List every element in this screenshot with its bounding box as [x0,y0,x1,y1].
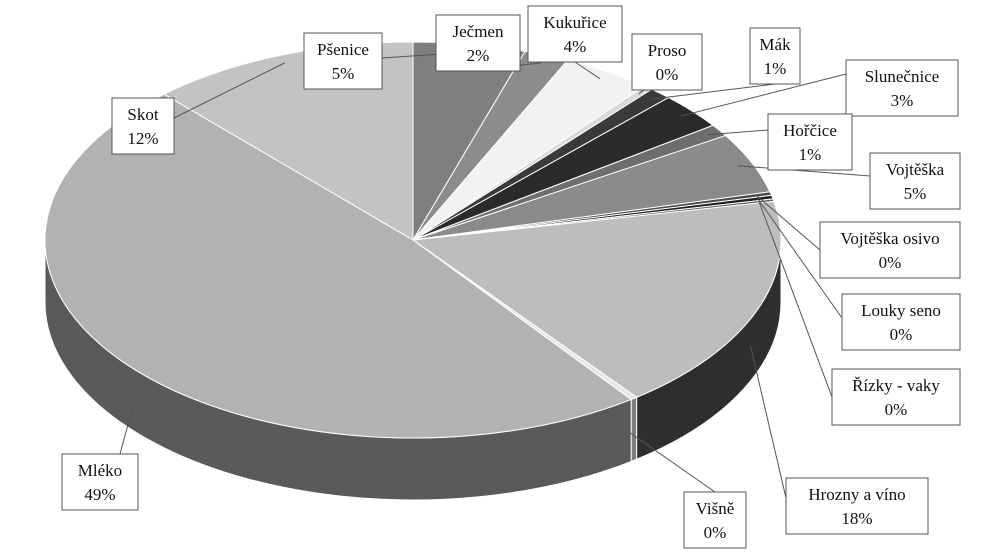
label-box-13 [61,453,139,511]
label-box-5 [845,59,959,117]
slice-percent-label: 1% [764,59,787,78]
leader-line-10 [758,201,833,398]
slice-labels: Pšenice 5% Ječmen 2% Kukuřice 4% Proso 0% Mák 1% S… [61,5,961,549]
slice-name-label: Řízky - vaky [852,376,940,395]
slice-name-label: Proso [648,41,687,60]
slice-label-6: Hořčice 1% [767,113,853,171]
slice-name-label: Kukuřice [543,13,606,32]
label-box-12 [683,491,747,549]
slice-label-4: Mák 1% [749,27,801,85]
slice-label-0: Pšenice 5% [303,32,383,90]
slice-label-10: Řízky - vaky 0% [831,368,961,426]
slice-label-11: Hrozny a víno 18% [785,477,929,535]
leader-line-11 [749,345,787,499]
label-box-4 [749,27,801,85]
slice-percent-label: 5% [904,184,927,203]
slice-label-7: Vojtěška 5% [869,152,961,210]
pie-slice-13 [44,93,633,439]
leader-line-2 [574,61,601,80]
label-box-2 [527,5,623,63]
slice-label-8: Vojtěška osivo 0% [819,221,961,279]
label-box-14 [111,97,175,155]
slice-name-label: Višně [696,499,735,518]
label-box-8 [819,221,961,279]
label-box-1 [435,14,521,72]
slice-name-label: Vojtěška osivo [840,229,939,248]
slice-name-label: Ječmen [453,22,504,41]
label-box-10 [831,368,961,426]
leader-line-5 [680,73,847,117]
slice-percent-label: 5% [332,64,355,83]
slice-name-label: Vojtěška [886,160,945,179]
pie-slice-11 [411,200,782,398]
slice-percent-label: 4% [564,37,587,56]
slice-percent-label: 18% [841,509,872,528]
slice-name-label: Mléko [78,461,122,480]
slice-percent-label: 2% [467,46,490,65]
slice-label-9: Louky seno 0% [841,293,961,351]
slice-label-2: Kukuřice 4% [527,5,623,63]
slice-percent-label: 0% [656,65,679,84]
slice-name-label: Mák [759,35,791,54]
slice-percent-label: 0% [885,400,908,419]
leader-line-4 [650,83,776,100]
slice-label-5: Slunečnice 3% [845,59,959,117]
slice-label-3: Proso 0% [631,33,703,91]
slice-percent-label: 3% [891,91,914,110]
leader-line-12 [629,431,716,493]
slice-name-label: Louky seno [861,301,941,320]
slice-name-label: Slunečnice [865,67,940,86]
slice-name-label: Pšenice [317,40,369,59]
slice-name-label: Hořčice [783,121,837,140]
slice-percent-label: 49% [84,485,115,504]
slice-name-label: Skot [127,105,158,124]
leader-line-14 [173,62,286,119]
leader-line-6 [707,129,769,136]
slice-label-14: Skot 12% [111,97,175,155]
pie-side-12 [630,396,638,463]
leader-line-13 [119,400,136,455]
slice-name-label: Hrozny a víno [808,485,905,504]
label-box-0 [303,32,383,90]
leader-line-8 [756,195,821,251]
label-box-3 [631,33,703,91]
leader-line-9 [757,198,843,319]
label-box-11 [785,477,929,535]
pie-tops [44,41,782,439]
slice-percent-label: 0% [704,523,727,542]
label-box-9 [841,293,961,351]
leader-line-7 [738,165,871,177]
label-box-7 [869,152,961,210]
slice-label-1: Ječmen 2% [435,14,521,72]
slice-percent-label: 1% [799,145,822,164]
slice-percent-label: 0% [890,325,913,344]
label-box-6 [767,113,853,171]
slice-label-12: Višně 0% [683,491,747,549]
slice-percent-label: 0% [879,253,902,272]
slice-percent-label: 12% [127,129,158,148]
slice-label-13: Mléko 49% [61,453,139,511]
